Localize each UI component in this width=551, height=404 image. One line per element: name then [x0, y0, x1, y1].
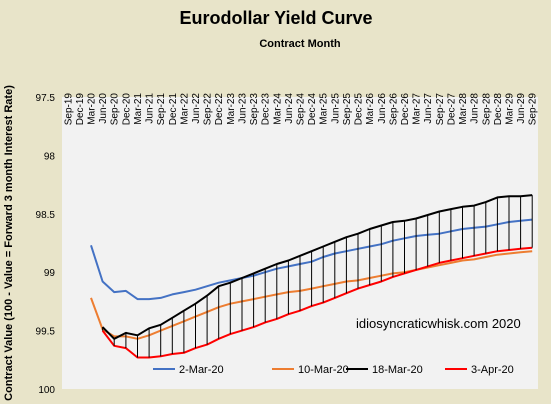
y-tick-label: 98 — [44, 151, 56, 162]
x-tick-label: Mar-20 — [87, 93, 98, 125]
source-annotation: idiosyncraticwhisk.com 2020 — [356, 316, 521, 331]
x-tick-label: Jun-26 — [377, 93, 388, 124]
x-tick-label: Sep-29 — [528, 93, 539, 126]
legend: 2-Mar-20 10-Mar-20 18-Mar-20 3-Apr-20 — [153, 364, 514, 376]
y-tick-label: 99 — [44, 268, 56, 279]
x-tick-label: Sep-25 — [342, 93, 353, 126]
x-tick-label: Sep-22 — [203, 93, 214, 126]
x-tick-label: Dec-26 — [400, 93, 411, 126]
y-tick-labels: 97.5 98 98.5 99 99.5 100 — [36, 93, 56, 396]
y-axis-label: Contract Value (100 - Value = Forward 3 … — [3, 85, 15, 401]
legend-label: 3-Apr-20 — [471, 364, 514, 376]
x-tick-label: Mar-25 — [319, 93, 330, 125]
x-tick-label: Dec-19 — [75, 93, 86, 126]
x-tick-label: Dec-25 — [354, 93, 365, 126]
drop-lines — [102, 195, 533, 358]
chart-title: Eurodollar Yield Curve — [179, 8, 372, 28]
y-tick-label: 97.5 — [36, 93, 56, 104]
y-tick-label: 100 — [38, 385, 55, 396]
legend-label: 2-Mar-20 — [179, 364, 224, 376]
x-tick-label: Jun-20 — [98, 93, 109, 124]
legend-label: 10-Mar-20 — [298, 364, 349, 376]
series-line — [101, 246, 533, 359]
y-tick-label: 99.5 — [36, 327, 56, 338]
x-tick-label: Sep-27 — [435, 93, 446, 126]
x-tick-label: Sep-19 — [63, 93, 74, 126]
x-tick-label: Dec-22 — [214, 93, 225, 126]
x-tick-label: Sep-28 — [481, 93, 492, 126]
x-tick-label: Sep-24 — [296, 93, 307, 126]
x-axis-label: Contract Month — [259, 38, 341, 50]
legend-label: 18-Mar-20 — [372, 364, 423, 376]
x-tick-label: Jun-24 — [284, 93, 295, 124]
x-tick-label: Mar-29 — [505, 93, 516, 125]
x-tick-label: Sep-21 — [156, 93, 167, 126]
x-tick-label: Mar-22 — [179, 93, 190, 125]
x-tick-label: Sep-20 — [110, 93, 121, 126]
x-tick-label: Jun-21 — [145, 93, 156, 124]
x-tick-label: Jun-25 — [330, 93, 341, 124]
x-tick-labels: Sep-19 Dec-19 Mar-20 Jun-20 Sep-20 Dec-20 Mar-… — [63, 93, 538, 126]
x-tick-label: Jun-29 — [516, 93, 527, 124]
x-tick-label: Dec-23 — [261, 93, 272, 126]
x-tick-label: Jun-22 — [191, 93, 202, 124]
x-tick-label: Mar-23 — [226, 93, 237, 125]
x-tick-label: Dec-27 — [446, 93, 457, 126]
x-tick-label: Sep-26 — [388, 93, 399, 126]
x-tick-label: Mar-28 — [458, 93, 469, 125]
x-tick-label: Mar-24 — [272, 93, 283, 125]
x-tick-label: Dec-28 — [493, 93, 504, 126]
x-tick-label: Dec-20 — [121, 93, 132, 126]
x-tick-label: Jun-23 — [238, 93, 249, 124]
x-tick-label: Jun-28 — [470, 93, 481, 124]
x-tick-label: Dec-24 — [307, 93, 318, 126]
x-tick-label: Sep-23 — [249, 93, 260, 126]
x-tick-label: Mar-21 — [133, 93, 144, 125]
plot-area — [62, 97, 538, 389]
x-tick-label: Mar-27 — [412, 93, 423, 125]
x-tick-label: Jun-27 — [423, 93, 434, 124]
series-line — [101, 194, 533, 340]
x-tick-label: Mar-26 — [365, 93, 376, 125]
y-tick-label: 98.5 — [36, 210, 56, 221]
x-tick-label: Dec-21 — [168, 93, 179, 126]
